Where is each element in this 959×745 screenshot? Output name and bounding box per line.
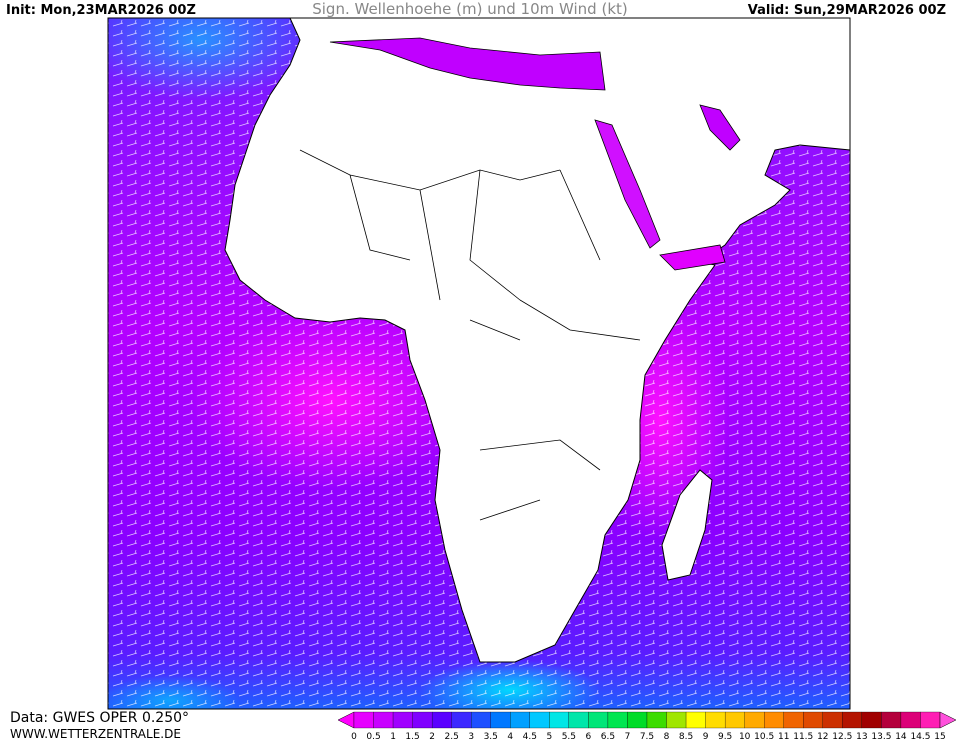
legend-swatch <box>353 711 374 729</box>
legend-swatch <box>783 711 804 729</box>
legend-swatch <box>451 711 472 729</box>
legend-swatch <box>822 711 843 729</box>
legend-label: 13 <box>856 732 867 741</box>
legend-label: 0 <box>351 732 357 741</box>
legend-swatch <box>900 711 921 729</box>
legend-swatch <box>607 711 628 729</box>
legend-label: 9 <box>703 732 709 741</box>
legend-swatch <box>392 711 413 729</box>
init-time: Init: Mon,23MAR2026 00Z <box>6 3 196 18</box>
legend-label: 2 <box>429 732 435 741</box>
legend-label: 10.5 <box>754 732 774 741</box>
legend-swatch <box>861 711 882 729</box>
legend-label: 6.5 <box>601 732 615 741</box>
legend-swatch <box>842 711 863 729</box>
legend-swatch <box>881 711 902 729</box>
legend-arrow <box>939 711 957 729</box>
legend-label: 3.5 <box>484 732 498 741</box>
legend-swatch <box>705 711 726 729</box>
legend-swatch <box>431 711 452 729</box>
legend-label: 3 <box>468 732 474 741</box>
legend-label: 1.5 <box>405 732 419 741</box>
map-title: Sign. Wellenhoehe (m) und 10m Wind (kt) <box>312 0 628 18</box>
legend-label: 11.5 <box>793 732 813 741</box>
legend-label: 7 <box>625 732 631 741</box>
legend-swatch <box>568 711 589 729</box>
legend-label: 10 <box>739 732 751 741</box>
legend-swatch <box>529 711 550 729</box>
map <box>108 18 850 709</box>
legend-swatch <box>764 711 784 729</box>
legend-swatch <box>471 711 491 729</box>
legend-label: 4 <box>507 732 513 741</box>
legend-swatch <box>588 711 609 729</box>
legend-label: 14.5 <box>910 732 930 741</box>
legend-swatch <box>803 711 823 729</box>
legend-label: 11 <box>778 732 789 741</box>
legend-swatch <box>510 711 530 729</box>
legend-swatch <box>744 711 765 729</box>
legend-label: 2.5 <box>445 732 459 741</box>
legend-swatch <box>412 711 433 729</box>
legend-label: 8 <box>664 732 670 741</box>
legend-swatch <box>685 711 706 729</box>
legend-label: 5.5 <box>562 732 576 741</box>
legend-swatch <box>490 711 511 729</box>
legend-label: 15 <box>934 732 945 741</box>
legend-label: 14 <box>895 732 907 741</box>
legend-label: 6 <box>586 732 592 741</box>
legend-label: 0.5 <box>366 732 380 741</box>
legend-swatch <box>646 711 667 729</box>
legend-label: 13.5 <box>871 732 891 741</box>
legend-label: 12 <box>817 732 828 741</box>
site-credit: WWW.WETTERZENTRALE.DE <box>10 727 181 741</box>
legend-label: 9.5 <box>718 732 732 741</box>
valid-time: Valid: Sun,29MAR2026 00Z <box>748 3 946 18</box>
legend-arrow <box>337 711 355 729</box>
legend-swatch <box>373 711 394 729</box>
legend-swatch <box>920 711 941 729</box>
legend-label: 5 <box>546 732 552 741</box>
data-source: Data: GWES OPER 0.250° <box>10 710 189 726</box>
legend-swatch <box>627 711 648 729</box>
legend-swatch <box>549 711 570 729</box>
legend-label: 7.5 <box>640 732 654 741</box>
legend-label: 1 <box>390 732 396 741</box>
legend-swatch <box>724 711 745 729</box>
map-frame <box>107 17 851 710</box>
legend-label: 4.5 <box>523 732 537 741</box>
legend: 0 0.5 1 1.5 2 2.5 3 3.5 4 4.5 5 5.5 6 6.5 7 7.5 8 8.5 9 9.5… <box>337 711 957 742</box>
legend-label: 12.5 <box>832 732 852 741</box>
legend-swatch <box>666 711 687 729</box>
legend-label: 8.5 <box>679 732 693 741</box>
